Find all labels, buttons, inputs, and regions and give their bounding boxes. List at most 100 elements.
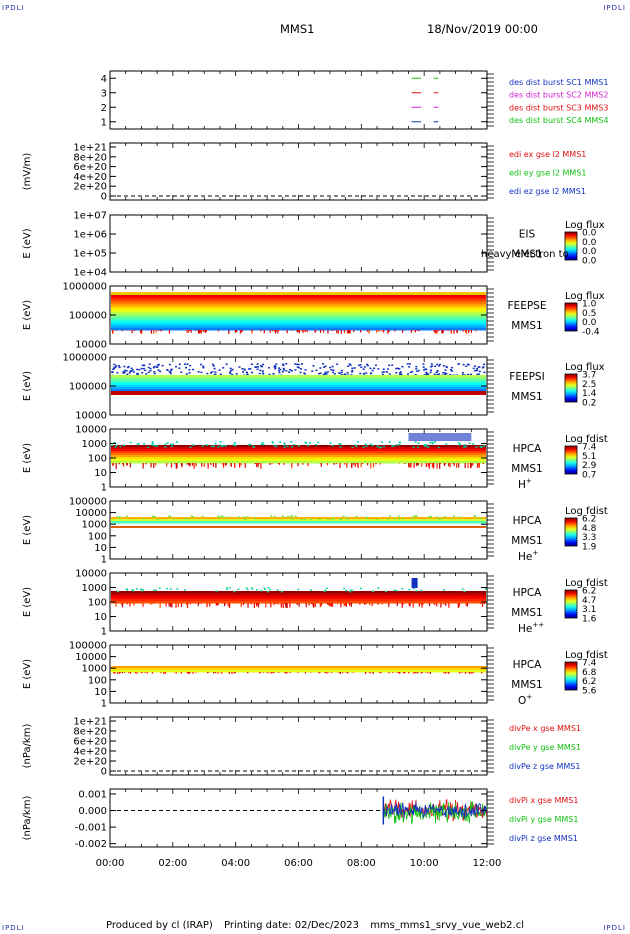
colorbar-tick-p7-2: 3.3 [582, 533, 596, 543]
time-tick-label-5: 10:00 [410, 858, 439, 869]
colorbar-tick-p5-0: 3.7 [582, 371, 596, 381]
scatter-marks-p7 [116, 515, 482, 521]
legend-entry-p1-2: des dist burst SC3 MMS3 [509, 103, 608, 112]
colorbar-tick-p4-1: 0.5 [582, 309, 596, 319]
species-charge-p8: ++ [532, 621, 544, 629]
footer: Produced by cl (IRAP) Printing date: 02/… [0, 920, 630, 931]
spacecraft-label-p5: MMS1 [511, 391, 542, 403]
y-tick-label-p7-5: 100000 [69, 497, 107, 508]
instrument-label-p9: HPCA [513, 659, 543, 671]
colorbar-tick-p9-2: 6.2 [582, 677, 596, 687]
y-tick-label-p6-0: 1 [101, 483, 107, 494]
y-tick-label-p9-5: 100000 [69, 641, 107, 652]
y-tick-label-p2-4: 8e+20 [73, 152, 107, 163]
colorbar-tick-p4-2: 0.0 [582, 318, 597, 328]
y-tick-label-p9-0: 1 [101, 699, 107, 710]
heatmap-red-band-p5 [111, 391, 486, 395]
heatmap-band-p5 [111, 375, 486, 392]
panel-frame-p9 [109, 644, 488, 704]
corner-label-top-right: IPDLI [603, 4, 626, 12]
y-tick-label-p5-2: 1000000 [62, 353, 107, 364]
panel-frame-p11 [109, 788, 488, 848]
spacecraft-label-p4: MMS1 [511, 320, 542, 332]
panel-frame-p1 [109, 70, 488, 130]
colorbar-tick-p6-3: 0.7 [582, 471, 596, 481]
y-tick-label-p3-3: 1e+07 [73, 211, 107, 222]
colorbar-p3 [564, 231, 578, 261]
footer-file: mms_mms1_srvy_vue_web2.cl [370, 920, 524, 931]
instrument-label-p7: HPCA [513, 515, 543, 527]
y-tick-label-p10-4: 8e+20 [73, 727, 107, 738]
colorbar-p4 [564, 302, 578, 332]
corner-label-bottom-left: IPDLI [2, 924, 25, 932]
species-label-p6: H+ [518, 477, 532, 491]
panel-frame-p10 [109, 716, 488, 776]
footer-produced: Produced by cl (IRAP) [106, 920, 213, 931]
y-tick-label-p2-2: 4e+20 [73, 172, 107, 183]
spacecraft-label-p6: MMS1 [511, 463, 542, 475]
panel-frame-p2 [109, 142, 488, 201]
panel-frame-p3 [109, 214, 488, 273]
y-tick-label-p2-0: 0 [101, 192, 107, 203]
legend-entry-p10-0: divPe x gse MMS1 [509, 724, 581, 733]
instrument-label-p3: EIS [519, 229, 536, 241]
y-tick-label-p8-2: 100 [88, 598, 107, 609]
scatter-marks-p8 [117, 587, 487, 593]
y-tick-label-p10-5: 1e+21 [73, 717, 107, 728]
heatmap-orange-band-p7 [111, 526, 486, 528]
y-tick-label-p7-4: 10000 [75, 508, 107, 519]
colorbar-title-p5: Log flux [565, 362, 605, 373]
y-tick-label-p10-0: 0 [101, 767, 107, 778]
y-axis-label-p5: E (eV) [22, 371, 33, 401]
time-tick-label-4: 08:00 [347, 858, 376, 869]
corner-label-bottom-right: IPDLI [603, 924, 626, 932]
time-tick-label-6: 12:00 [473, 858, 502, 869]
heatmap-band-p8 [111, 591, 486, 608]
legend-entry-p1-3: des dist burst SC4 MMS4 [509, 116, 608, 125]
heatmap-band-p9 [111, 666, 486, 674]
colorbar-tick-p3-0: 0.0 [582, 229, 597, 239]
time-tick-label-3: 06:00 [284, 858, 313, 869]
heatmap-top-band-p4 [111, 292, 486, 295]
spacecraft-label-p8: MMS1 [511, 607, 542, 619]
colorbar-tick-p5-3: 0.2 [582, 399, 596, 409]
legend-entry-p11-2: divPi z gse MMS1 [509, 834, 578, 843]
colorbar-tick-p3-1: 0.0 [582, 238, 597, 248]
colorbar-title-p8: Log fdist [565, 578, 608, 589]
legend-entry-p2-2: edi ez gse l2 MMS1 [509, 187, 586, 196]
time-tick-label-0: 00:00 [96, 858, 125, 869]
colorbar-title-p9: Log fdist [565, 650, 608, 661]
y-tick-label-p11-0: -0.002 [75, 839, 107, 850]
y-tick-label-p5-0: 10000 [75, 411, 107, 422]
spacecraft-label-p7: MMS1 [511, 535, 542, 547]
colorbar-p8 [564, 589, 578, 619]
species-label-p8: He++ [518, 621, 544, 635]
colorbar-p6 [564, 445, 578, 475]
y-tick-label-p4-1: 100000 [69, 311, 107, 322]
legend-entry-p10-1: divPe y gse MMS1 [509, 743, 581, 752]
colorbar-tick-p9-3: 5.6 [582, 687, 597, 697]
colorbar-title-p3: Log flux [565, 220, 605, 231]
y-axis-label-p4: E (eV) [22, 300, 33, 330]
y-tick-label-p2-1: 2e+20 [73, 182, 107, 193]
corner-label-top-left: IPDLI [2, 4, 25, 12]
spacecraft-label-p3: MMS1 [511, 249, 542, 261]
y-tick-label-p5-1: 100000 [69, 382, 107, 393]
legend-entry-p2-1: edi ey gse l2 MMS1 [509, 169, 587, 178]
colorbar-tick-p6-0: 7.4 [582, 443, 597, 453]
y-tick-label-p11-2: 0.000 [78, 806, 107, 817]
y-tick-label-p3-1: 1e+05 [73, 249, 107, 260]
y-tick-label-p1-2: 3 [101, 88, 107, 99]
y-tick-label-p6-4: 10000 [75, 425, 107, 436]
y-tick-label-p10-2: 4e+20 [73, 747, 107, 758]
y-tick-label-p2-3: 6e+20 [73, 162, 107, 173]
instrument-label-p4: FEEPSE [508, 300, 547, 312]
y-axis-label-p6: E (eV) [22, 443, 33, 473]
colorbar-tick-p6-1: 5.1 [582, 452, 596, 462]
colorbar-p7 [564, 517, 578, 547]
colorbar-tick-p7-1: 4.8 [582, 524, 597, 534]
y-axis-label-p3: E (eV) [22, 228, 33, 258]
y-tick-label-p9-4: 10000 [75, 652, 107, 663]
colorbar-tick-p9-0: 7.4 [582, 659, 597, 669]
